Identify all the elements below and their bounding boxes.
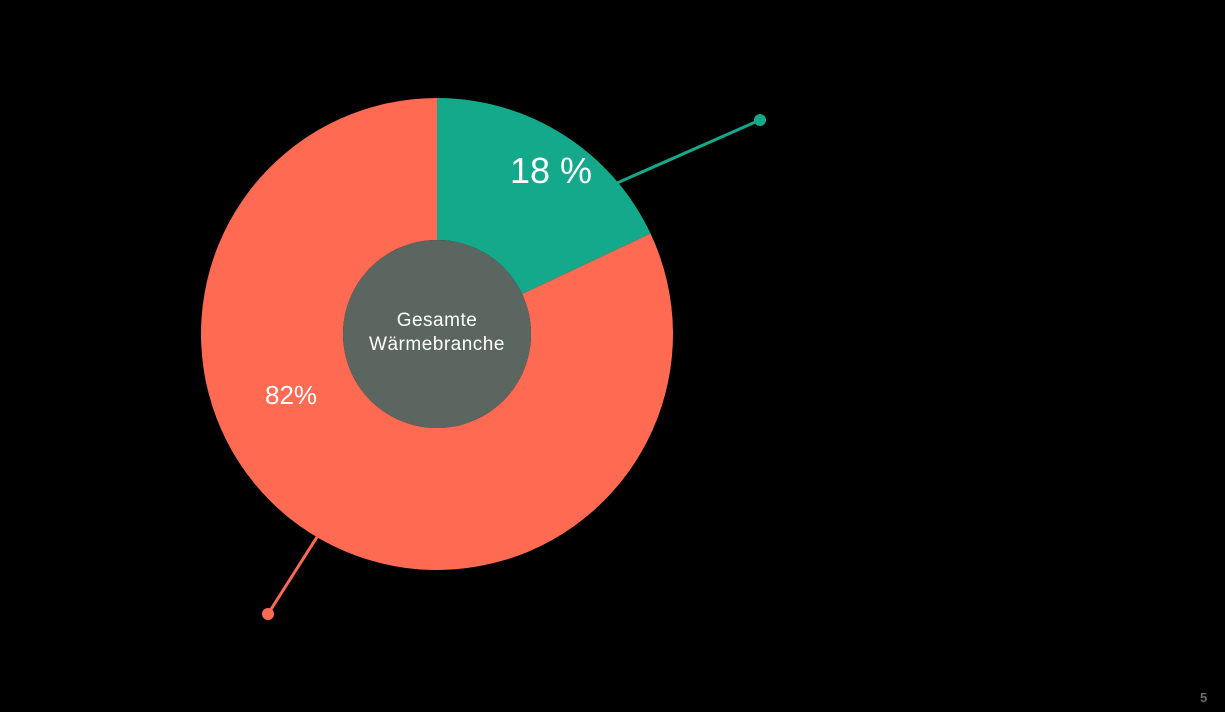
leader-line-renewables [617,120,760,183]
chart-stage: Gesamte Wärmebranche 18 % 82% 5 [0,0,1225,712]
center-label-line2: Wärmebranche [369,334,505,355]
leader-dot-renewables [754,114,766,126]
leader-dot-fossil [262,608,274,620]
slice-label-renewables: 18 % [510,150,592,192]
page-number: 5 [1200,690,1207,705]
center-label-line1: Gesamte [397,310,478,331]
leader-line-fossil [268,537,317,614]
slice-label-fossil: 82% [265,380,317,411]
donut-chart [0,0,1225,712]
donut-center-label: Gesamte Wärmebranche [347,309,527,357]
